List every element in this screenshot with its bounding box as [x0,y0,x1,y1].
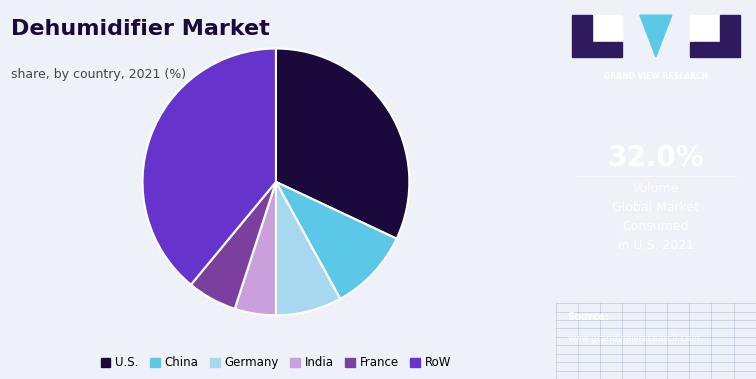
Polygon shape [640,15,672,57]
Text: GRAND VIEW RESEARCH: GRAND VIEW RESEARCH [604,72,708,81]
Bar [572,15,621,57]
Text: Source:: Source: [568,312,609,322]
Wedge shape [276,49,409,239]
Text: share, by country, 2021 (%): share, by country, 2021 (%) [11,68,187,81]
Wedge shape [234,182,276,315]
Polygon shape [690,15,740,57]
Wedge shape [191,182,276,309]
Text: www.grandviewresearch.com: www.grandviewresearch.com [568,334,701,343]
Wedge shape [143,49,276,285]
Bar [690,15,740,57]
Text: Dehumidifier Market: Dehumidifier Market [11,19,270,39]
Text: Volume
Global Market
Consumed
in U.S. 2021: Volume Global Market Consumed in U.S. 20… [612,182,699,252]
Polygon shape [572,15,621,57]
Text: 32.0%: 32.0% [608,144,704,172]
Wedge shape [276,182,397,299]
Legend: U.S., China, Germany, India, France, RoW: U.S., China, Germany, India, France, RoW [101,357,451,370]
Wedge shape [276,182,340,315]
